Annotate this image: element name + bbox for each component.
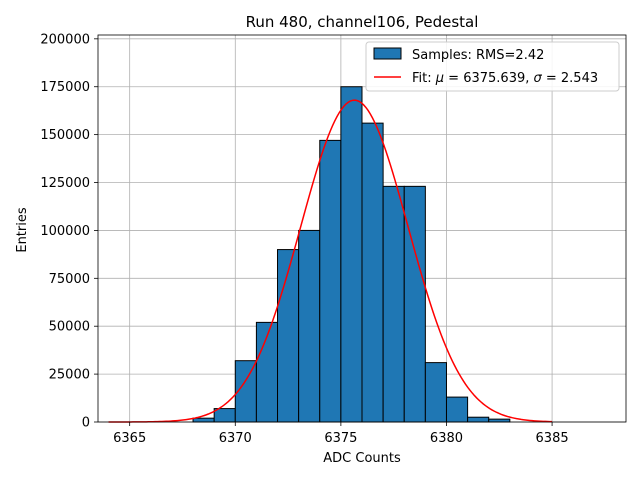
y-tick-label: 150000 — [40, 128, 90, 143]
y-tick-label: 100000 — [40, 224, 90, 239]
histogram-bar — [445, 396, 469, 423]
y-tick-label: 125000 — [40, 176, 90, 191]
x-axis-ticks: 6365 6370 6375 6380 6385 — [113, 422, 569, 446]
histogram-bar — [319, 139, 342, 423]
legend-samples-swatch — [373, 47, 402, 60]
legend-box — [365, 41, 620, 92]
y-tick-label: 25000 — [49, 368, 90, 383]
histogram-bar — [361, 122, 384, 423]
y-axis-ticks: 0 25000 50000 75000 100000 125000 150000 175000… — [40, 32, 98, 431]
y-tick-label: 200000 — [40, 32, 90, 47]
histogram-bar — [340, 86, 363, 423]
x-tick-label: 6365 — [113, 431, 146, 446]
legend: Samples: RMS=2.42 Fit: μ = 6375.639, σ =… — [365, 41, 620, 92]
x-tick-label: 6375 — [324, 431, 357, 446]
histogram-bar — [192, 417, 215, 423]
histogram-bar — [277, 249, 300, 423]
fit-curve — [108, 99, 553, 423]
x-tick-label: 6385 — [536, 431, 569, 446]
histogram-bar — [424, 362, 447, 423]
y-tick-label: 50000 — [49, 320, 90, 335]
histogram-bar — [213, 408, 236, 423]
x-tick-label: 6380 — [430, 431, 463, 446]
histogram-bar — [382, 185, 405, 423]
y-axis-label: Entries — [15, 207, 30, 253]
legend-samples-label: Samples: RMS=2.42 — [412, 48, 544, 63]
y-tick-label: 0 — [82, 416, 90, 431]
axes-frame — [97, 34, 627, 423]
histogram-bar — [298, 229, 321, 423]
histogram-bar — [488, 418, 511, 423]
x-tick-label: 6370 — [219, 431, 252, 446]
y-tick-label: 75000 — [49, 272, 90, 287]
y-tick-label: 175000 — [40, 80, 90, 95]
histogram-bar — [467, 416, 490, 423]
histogram-bars — [192, 86, 511, 423]
x-axis-label: ADC Counts — [323, 451, 401, 466]
chart-title: Run 480, channel106, Pedestal — [246, 13, 479, 31]
legend-fit-label: Fit: μ = 6375.639, σ = 2.543 — [412, 71, 598, 86]
